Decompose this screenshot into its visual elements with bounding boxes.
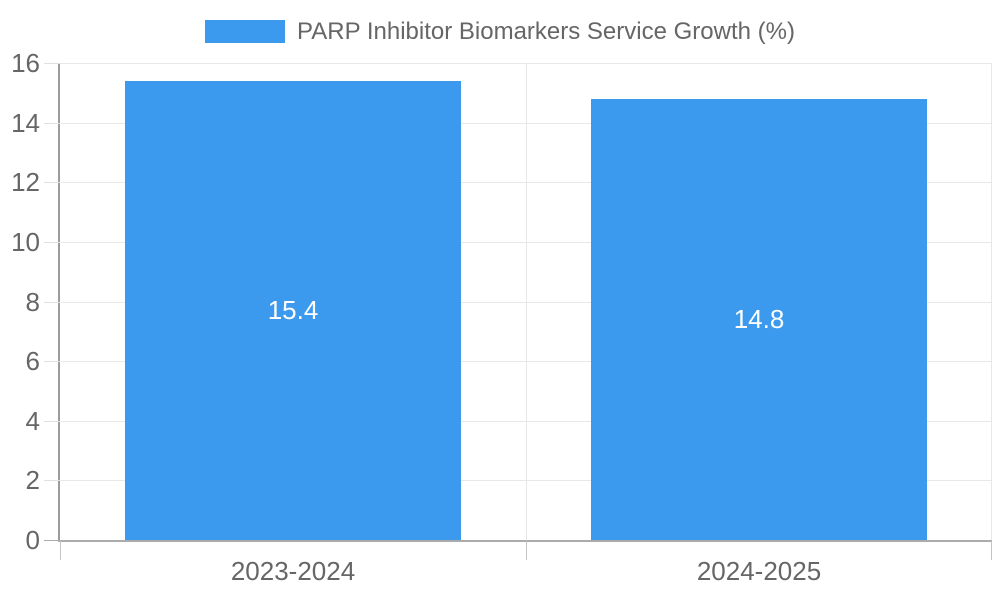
bar-value-label: 15.4: [267, 295, 319, 325]
bar[interactable]: 14.8: [591, 99, 927, 540]
legend-swatch: [205, 20, 286, 43]
x-axis-tick-label: 2023-2024: [230, 556, 356, 586]
y-axis-tick-label: 8: [25, 286, 40, 317]
bar-value-label: 14.8: [733, 304, 785, 334]
x-axis-line: [58, 540, 992, 542]
y-axis-tick-mark: [44, 361, 60, 362]
y-axis-tick-mark: [44, 182, 60, 183]
y-axis-tick-mark: [44, 480, 60, 481]
y-axis-tick-label: 0: [25, 525, 40, 555]
x-axis-tick-mark: [526, 541, 527, 560]
y-axis-tick-mark: [44, 242, 60, 243]
x-axis-tick-mark: [60, 541, 61, 560]
y-axis-tick-mark: [44, 540, 60, 541]
bar[interactable]: 15.4: [125, 81, 461, 540]
y-axis-tick-mark: [44, 63, 60, 64]
y-axis-tick-label: 12: [11, 167, 40, 198]
y-axis-tick-mark: [44, 302, 60, 303]
plot-right-border: [991, 63, 992, 540]
legend-item[interactable]: PARP Inhibitor Biomarkers Service Growth…: [205, 18, 795, 45]
y-axis-tick-label: 4: [25, 405, 40, 436]
y-axis-tick-label: 16: [11, 48, 40, 78]
y-axis-tick-label: 6: [25, 346, 40, 377]
x-axis-tick-mark: [991, 541, 992, 560]
x-axis-tick-label: 2024-2025: [696, 556, 822, 586]
gridline-vertical: [526, 63, 527, 540]
legend: PARP Inhibitor Biomarkers Service Growth…: [0, 18, 1000, 45]
legend-label: PARP Inhibitor Biomarkers Service Growth…: [297, 18, 795, 45]
y-axis-tick-mark: [44, 123, 60, 124]
y-axis-tick-label: 14: [11, 107, 40, 138]
plot-area: 15.4 14.8: [58, 63, 992, 542]
y-axis-line: [58, 63, 60, 540]
y-axis-tick-label: 10: [11, 226, 40, 257]
y-axis-tick-mark: [44, 421, 60, 422]
y-axis-tick-label: 2: [25, 465, 40, 496]
